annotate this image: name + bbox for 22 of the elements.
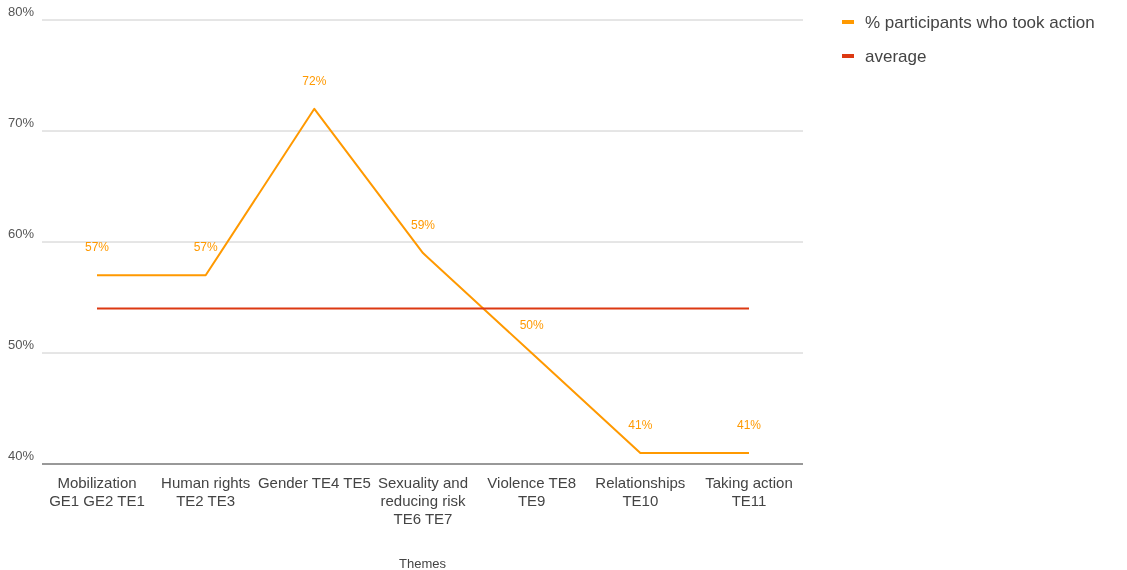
legend-label: % participants who took action (865, 13, 1095, 32)
x-tick-label: Violence TE8 TE9 (487, 474, 577, 509)
x-tick-label: Sexuality and reducing risk TE6 TE7 (377, 474, 469, 527)
data-label: 72% (302, 73, 327, 88)
data-label: 57% (193, 240, 218, 255)
y-tick-label: 40% (7, 448, 35, 463)
x-tick-label: Relationships TE10 (595, 474, 686, 509)
data-label: 59% (410, 218, 436, 233)
data-label: 50% (519, 318, 544, 332)
x-tick-label: Taking action TE11 (705, 474, 793, 509)
y-tick-label: 70% (7, 115, 35, 130)
y-tick-label: 50% (7, 337, 35, 352)
x-tick-label: Human rights TE2 TE3 (161, 474, 251, 509)
legend-label: average (865, 47, 927, 66)
x-axis-title: Themes (399, 556, 447, 570)
y-tick-label: 80% (7, 4, 35, 19)
data-label: 41% (628, 417, 653, 432)
x-tick-label: Mobilization GE1 GE2 TE1 (49, 474, 145, 509)
data-label: 41% (736, 417, 762, 432)
data-label: 57% (84, 240, 110, 255)
y-tick-label: 60% (7, 226, 35, 241)
x-tick-label: Gender TE4 TE5 (257, 474, 371, 491)
